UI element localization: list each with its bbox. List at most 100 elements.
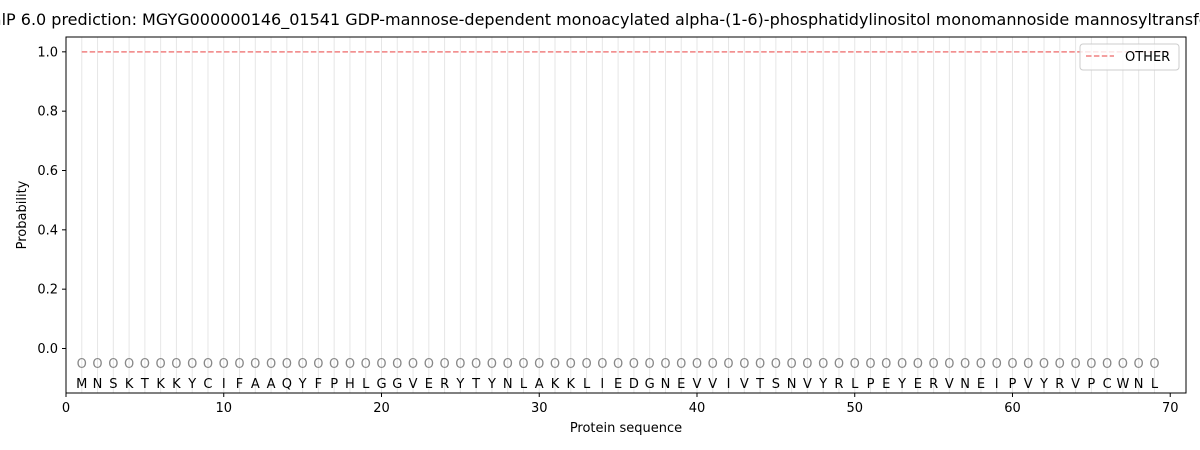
residue-12: A: [251, 377, 260, 392]
residue-11: F: [236, 377, 243, 392]
residue-39: E: [677, 377, 685, 392]
region-marker-29: O: [518, 357, 528, 372]
region-marker-12: O: [250, 357, 260, 372]
region-marker-42: O: [723, 357, 733, 372]
region-marker-56: O: [944, 357, 954, 372]
residue-69: L: [1151, 377, 1159, 392]
residue-23: E: [425, 377, 433, 392]
residue-10: I: [222, 377, 226, 392]
legend-label-other: OTHER: [1125, 50, 1170, 65]
residue-2: N: [93, 377, 103, 392]
residue-33: L: [583, 377, 591, 392]
region-marker-60: O: [1007, 357, 1017, 372]
x-tick-label-30: 30: [531, 401, 548, 416]
residue-7: K: [172, 377, 181, 392]
region-marker-36: O: [629, 357, 639, 372]
region-marker-7: O: [171, 357, 181, 372]
residue-13: A: [267, 377, 276, 392]
residue-3: S: [109, 377, 117, 392]
region-marker-20: O: [376, 357, 386, 372]
x-axis-label: Protein sequence: [570, 421, 682, 436]
y-tick-label-0.2: 0.2: [37, 283, 58, 298]
region-marker-34: O: [597, 357, 607, 372]
residue-6: K: [156, 377, 165, 392]
region-marker-4: O: [124, 357, 134, 372]
residue-32: K: [567, 377, 576, 392]
residue-57: N: [960, 377, 970, 392]
residue-29: L: [520, 377, 528, 392]
region-marker-61: O: [1023, 357, 1033, 372]
region-marker-48: O: [818, 357, 828, 372]
region-marker-19: O: [361, 357, 371, 372]
x-tick-label-70: 70: [1162, 401, 1179, 416]
residue-19: L: [362, 377, 370, 392]
region-marker-44: O: [755, 357, 765, 372]
x-tick-label-0: 0: [62, 401, 70, 416]
region-marker-62: O: [1039, 357, 1049, 372]
region-marker-45: O: [771, 357, 781, 372]
residue-16: F: [315, 377, 322, 392]
region-marker-50: O: [850, 357, 860, 372]
y-tick-label-0.6: 0.6: [37, 164, 58, 179]
residue-63: R: [1055, 377, 1064, 392]
region-marker-25: O: [455, 357, 465, 372]
residue-53: Y: [897, 377, 906, 392]
residue-44: T: [755, 377, 764, 392]
region-marker-40: O: [692, 357, 702, 372]
region-marker-35: O: [613, 357, 623, 372]
region-marker-66: O: [1102, 357, 1112, 372]
region-marker-13: O: [266, 357, 276, 372]
region-marker-64: O: [1070, 357, 1080, 372]
region-marker-33: O: [581, 357, 591, 372]
residue-48: Y: [818, 377, 827, 392]
region-marker-39: O: [676, 357, 686, 372]
region-marker-24: O: [439, 357, 449, 372]
x-tick-label-50: 50: [846, 401, 863, 416]
region-marker-57: O: [960, 357, 970, 372]
residue-21: G: [392, 377, 402, 392]
residue-65: P: [1087, 377, 1095, 392]
region-marker-26: O: [471, 357, 481, 372]
region-marker-15: O: [298, 357, 308, 372]
residue-28: N: [503, 377, 513, 392]
region-marker-52: O: [881, 357, 891, 372]
residue-18: H: [345, 377, 355, 392]
residue-55: R: [929, 377, 938, 392]
region-marker-67: O: [1118, 357, 1128, 372]
residue-37: G: [645, 377, 655, 392]
grid-lines: [81, 37, 1155, 393]
region-marker-3: O: [108, 357, 118, 372]
residue-36: D: [629, 377, 639, 392]
region-marker-11: O: [234, 357, 244, 372]
y-tick-label-0: 0.0: [37, 342, 58, 357]
residue-61: V: [1024, 377, 1033, 392]
residue-40: V: [693, 377, 702, 392]
region-marker-69: O: [1149, 357, 1159, 372]
x-tick-label-10: 10: [215, 401, 232, 416]
region-marker-65: O: [1086, 357, 1096, 372]
residue-64: V: [1071, 377, 1080, 392]
legend-box: [1079, 43, 1180, 71]
residue-56: V: [945, 377, 954, 392]
region-marker-1: O: [77, 357, 87, 372]
residue-42: I: [727, 377, 731, 392]
region-marker-23: O: [424, 357, 434, 372]
residue-24: R: [440, 377, 449, 392]
chart-title: SignalP 6.0 prediction: MGYG000000146_01…: [0, 10, 1200, 30]
residue-30: A: [535, 377, 544, 392]
region-marker-21: O: [392, 357, 402, 372]
region-marker-28: O: [503, 357, 513, 372]
region-marker-68: O: [1134, 357, 1144, 372]
x-tick-label-60: 60: [1004, 401, 1021, 416]
residue-67: W: [1116, 377, 1129, 392]
region-marker-32: O: [566, 357, 576, 372]
region-marker-10: O: [219, 357, 229, 372]
residue-66: C: [1103, 377, 1112, 392]
region-marker-8: O: [187, 357, 197, 372]
residue-46: N: [787, 377, 797, 392]
residue-54: E: [914, 377, 922, 392]
residue-34: I: [600, 377, 604, 392]
residue-41: V: [708, 377, 717, 392]
region-marker-16: O: [313, 357, 323, 372]
